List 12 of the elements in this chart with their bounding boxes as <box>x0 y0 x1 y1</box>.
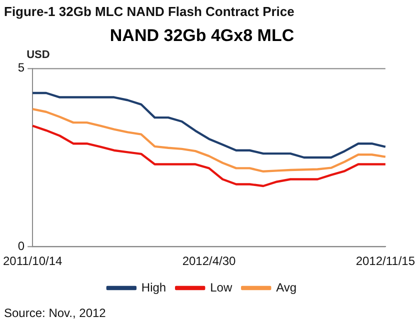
y-tick-label: 5 <box>18 60 25 75</box>
legend-label: High <box>141 280 166 294</box>
y-tick-label: 0 <box>18 238 25 253</box>
y-axis-title: USD <box>26 48 50 61</box>
chart-title: Figure-1 32Gb MLC NAND Flash Contract Price <box>4 4 294 19</box>
legend-label: Avg <box>276 280 297 294</box>
chart-subtitle: NAND 32Gb 4Gx8 MLC <box>110 26 294 45</box>
legend-label: Low <box>210 280 232 294</box>
x-tick-label: 2012/11/15 <box>356 254 416 268</box>
source-note: Source: Nov., 2012 <box>4 306 106 320</box>
x-tick-label: 2012/4/30 <box>182 254 236 268</box>
x-tick-label: 2011/10/14 <box>3 254 62 268</box>
